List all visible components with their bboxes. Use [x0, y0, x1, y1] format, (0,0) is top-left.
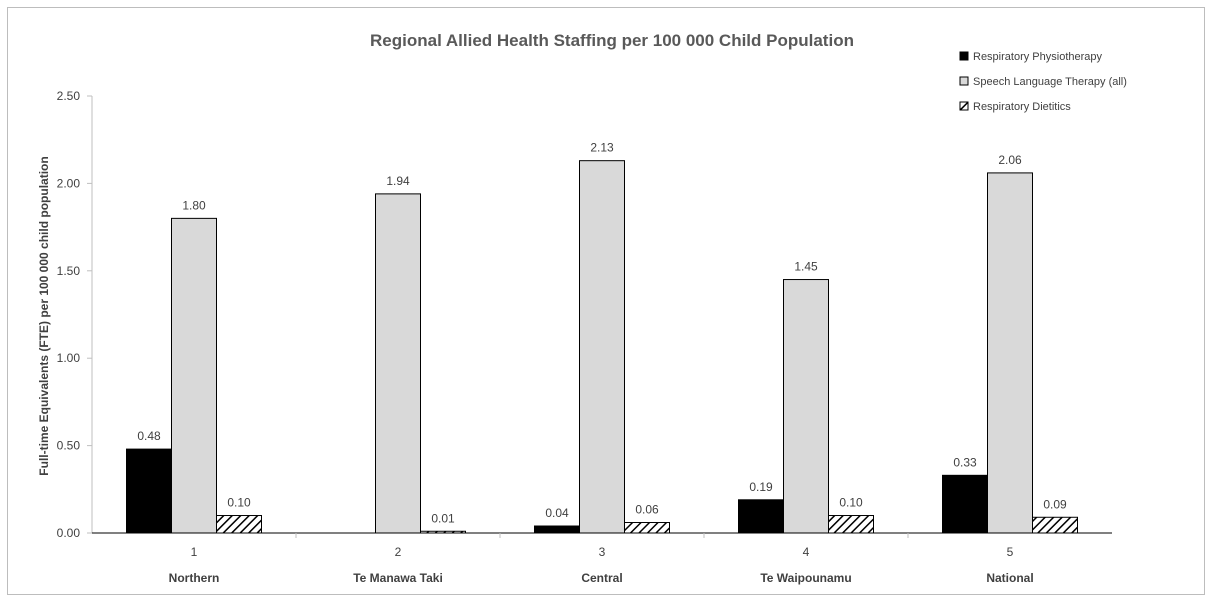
- data-label: 1.45: [794, 260, 818, 274]
- bar: [624, 522, 670, 534]
- y-tick-label: 0.00: [57, 526, 81, 540]
- bar: [1032, 516, 1078, 534]
- y-tick-label: 2.00: [57, 176, 81, 190]
- bar: [987, 172, 1033, 534]
- category-name-label: Central: [581, 571, 622, 585]
- legend: Respiratory Physiotherapy Speech Language…: [959, 51, 1127, 113]
- data-label: 2.13: [590, 141, 614, 155]
- x-tick-label: 3: [599, 545, 606, 559]
- data-label: 0.01: [431, 511, 455, 525]
- bar: [375, 193, 421, 534]
- legend-swatch: [959, 101, 969, 111]
- bar: [579, 160, 625, 534]
- bar: [942, 474, 988, 534]
- legend-swatch: [959, 76, 969, 86]
- x-tick-label: 4: [803, 545, 810, 559]
- data-label: 2.06: [998, 153, 1022, 167]
- data-label: 0.48: [137, 429, 161, 443]
- category-name-label: Northern: [169, 571, 220, 585]
- chart-title: Regional Allied Health Staffing per 100 …: [370, 31, 854, 50]
- data-label: 0.06: [635, 503, 659, 517]
- bar: [738, 499, 784, 534]
- data-label: 1.94: [386, 174, 410, 188]
- legend-label: Speech Language Therapy (all): [973, 76, 1127, 88]
- y-tick-label: 0.50: [57, 439, 81, 453]
- category-name-label: Te Manawa Taki: [353, 571, 443, 585]
- bar: [171, 217, 217, 534]
- data-label: 0.04: [545, 506, 569, 520]
- x-tick-label: 2: [395, 545, 402, 559]
- data-label: 0.10: [839, 496, 863, 510]
- data-label: 0.33: [953, 455, 977, 469]
- category-name-label: Te Waipounamu: [760, 571, 851, 585]
- y-tick-label: 2.50: [57, 89, 81, 103]
- x-tick-label: 5: [1007, 545, 1014, 559]
- bar: [216, 515, 262, 534]
- x-tick-label: 1: [191, 545, 198, 559]
- data-label: 0.10: [227, 496, 251, 510]
- legend-label: Respiratory Physiotherapy: [973, 51, 1103, 63]
- data-label: 1.80: [182, 198, 206, 212]
- y-tick-label: 1.00: [57, 351, 81, 365]
- data-label: 0.19: [749, 480, 773, 494]
- data-label: 0.09: [1043, 497, 1067, 511]
- legend-swatch: [959, 51, 969, 61]
- bar: [420, 530, 466, 534]
- bar: [783, 279, 829, 534]
- bar: [126, 448, 172, 534]
- bar: [534, 525, 580, 534]
- category-name-label: National: [986, 571, 1033, 585]
- y-axis-label: Full-time Equivalents (FTE) per 100 000 …: [37, 156, 51, 475]
- legend-label: Respiratory Dietitics: [973, 101, 1071, 113]
- y-tick-label: 1.50: [57, 264, 81, 278]
- bar: [828, 515, 874, 534]
- plot-area: 0.00 0.50 1.00 1.50 2.00 2.50 1 Northern 0.48 1.8…: [57, 89, 1112, 585]
